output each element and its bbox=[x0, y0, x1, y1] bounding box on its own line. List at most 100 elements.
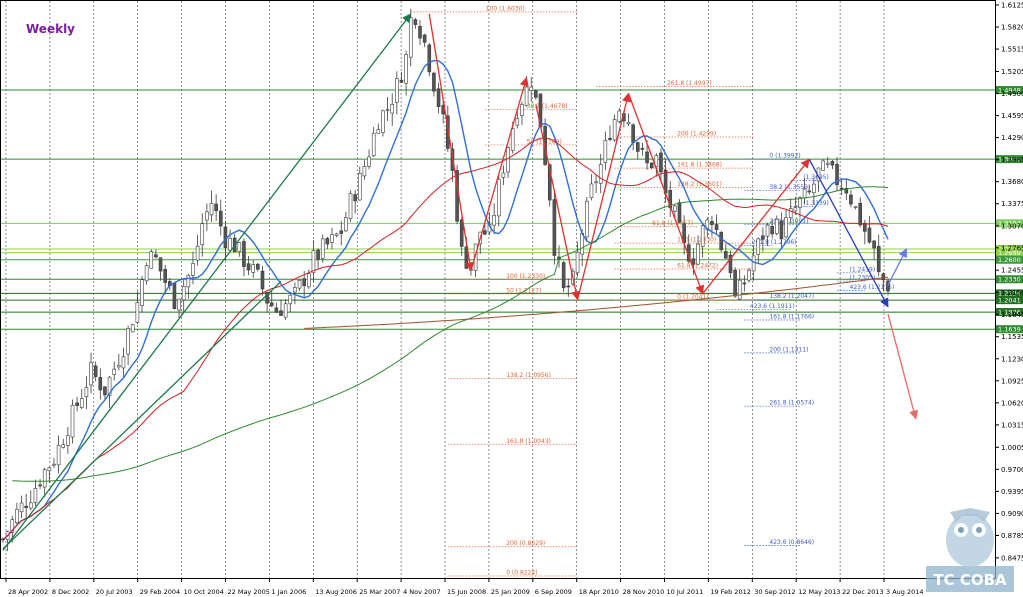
candle-body bbox=[10, 519, 15, 533]
x-tick-label: 15 Jun 2008 bbox=[447, 588, 486, 596]
fib-level-label: 261.8 (1.4997) bbox=[667, 80, 712, 87]
candle-body bbox=[524, 86, 529, 106]
trend-line bbox=[576, 92, 631, 300]
candle-body bbox=[256, 263, 260, 270]
candle-body bbox=[756, 238, 761, 255]
x-tick-label: 25 Mar 2007 bbox=[359, 588, 400, 596]
level-price-label: 1.2041 bbox=[998, 296, 1021, 304]
candle-body bbox=[779, 220, 784, 239]
candle-body bbox=[293, 287, 297, 293]
fib-level-label: 200 (1.4299) bbox=[677, 130, 716, 137]
level-price-flag bbox=[996, 308, 1023, 317]
candle-body bbox=[612, 119, 617, 141]
y-tick-label: 1.2455 bbox=[1001, 267, 1023, 275]
candle-body bbox=[297, 279, 302, 289]
candle-body bbox=[552, 199, 557, 256]
candle-body bbox=[719, 232, 723, 251]
candle-body bbox=[589, 183, 594, 199]
candle-body bbox=[788, 208, 793, 218]
fib-level-label: 61.8 (1.3057) bbox=[652, 220, 693, 227]
candle-body bbox=[496, 179, 501, 217]
timeframe-label: Weekly bbox=[26, 22, 75, 36]
level-price-flag bbox=[996, 289, 1023, 298]
candle-body bbox=[84, 387, 89, 397]
candle-body bbox=[42, 469, 47, 488]
candle-body bbox=[330, 234, 334, 243]
candle-body bbox=[399, 79, 404, 83]
candle-body bbox=[561, 262, 566, 289]
candle-body bbox=[793, 207, 798, 212]
candle-body bbox=[371, 132, 376, 157]
candle-body bbox=[626, 121, 631, 125]
level-price-label: 1.1876 bbox=[998, 308, 1021, 316]
x-tick-label: 29 Feb 2004 bbox=[140, 588, 180, 596]
candle-body bbox=[29, 502, 33, 509]
logo-text: TC СОВА bbox=[933, 571, 1007, 589]
y-tick-label: 1.3070 bbox=[1001, 222, 1023, 230]
candle-body bbox=[459, 219, 464, 247]
fib-level-label: 138.2 (1.2047) bbox=[769, 293, 814, 300]
candle-body bbox=[339, 230, 344, 234]
y-tick-label: 1.0315 bbox=[1001, 421, 1023, 429]
candle-body bbox=[640, 147, 645, 150]
candle-body bbox=[385, 109, 390, 111]
candle-body bbox=[659, 152, 663, 173]
trend-line bbox=[2, 13, 412, 551]
fib-level-label: 38.2 (1.4678) bbox=[527, 103, 568, 110]
fib-level-label: 0 (1.3992) bbox=[769, 153, 800, 160]
trend-line bbox=[2, 280, 282, 550]
candle-body bbox=[492, 214, 496, 226]
candle-body bbox=[103, 386, 107, 396]
y-tick-label: 1.4290 bbox=[1001, 134, 1023, 142]
candle-body bbox=[774, 219, 779, 234]
candle-body bbox=[501, 172, 506, 178]
candle-body bbox=[807, 190, 812, 193]
candle-body bbox=[135, 302, 140, 323]
candle-body bbox=[144, 265, 149, 282]
level-price-label: 1.3992 bbox=[998, 155, 1021, 163]
candle-body bbox=[107, 376, 112, 396]
level-price-flag bbox=[996, 248, 1023, 257]
owl-body bbox=[946, 513, 994, 567]
candle-body bbox=[52, 463, 56, 466]
trend-line bbox=[470, 76, 529, 271]
logo-panel bbox=[926, 566, 1014, 592]
candle-body bbox=[75, 402, 79, 406]
candle-body bbox=[432, 72, 436, 92]
indicators bbox=[2, 59, 889, 541]
candle-body bbox=[631, 124, 635, 143]
level-price-flag bbox=[996, 155, 1023, 164]
x-axis: 28 Apr 2002 8 Dec 2002 20 Jul 2003 29 Feb 2… bbox=[5, 578, 924, 596]
x-tick-label: 18 Apr 2010 bbox=[579, 588, 619, 596]
candle-body bbox=[515, 118, 520, 126]
x-tick-label: 4 Nov 2007 bbox=[403, 588, 441, 596]
trend-lines bbox=[2, 13, 919, 551]
y-tick-label: 1.3680 bbox=[1001, 178, 1023, 186]
candle-body bbox=[751, 255, 756, 272]
trend-line bbox=[535, 104, 581, 301]
y-tick-label: 1.0620 bbox=[1001, 399, 1023, 407]
level-price-flag bbox=[996, 325, 1023, 334]
candle-body bbox=[79, 398, 84, 408]
moving-average-40 bbox=[2, 137, 889, 540]
candle-body bbox=[158, 257, 163, 272]
candle-body bbox=[242, 241, 246, 267]
y-tick-label: 1.5515 bbox=[1001, 46, 1023, 54]
candle-body bbox=[473, 243, 478, 271]
fib-level-label: 423.6 (1.2175) bbox=[850, 284, 895, 291]
y-tick-label: 1.4900 bbox=[1001, 90, 1023, 98]
candle-body bbox=[376, 129, 381, 134]
trend-line bbox=[702, 158, 810, 295]
candle-body bbox=[121, 356, 126, 369]
candle-body bbox=[33, 488, 38, 503]
candle-body bbox=[98, 377, 103, 391]
candle-body bbox=[812, 183, 816, 194]
fib-level-label: 161.8 (1.3868) bbox=[677, 162, 722, 169]
candle-body bbox=[700, 225, 705, 247]
x-tick-label: 1 Jan 2006 bbox=[271, 588, 306, 596]
level-price-label: 1.2330 bbox=[998, 276, 1021, 284]
x-tick-label: 28 Nov 2010 bbox=[623, 588, 665, 596]
fib-level-label: 161.8 (1.1766) bbox=[769, 314, 814, 321]
candle-body bbox=[849, 194, 853, 205]
